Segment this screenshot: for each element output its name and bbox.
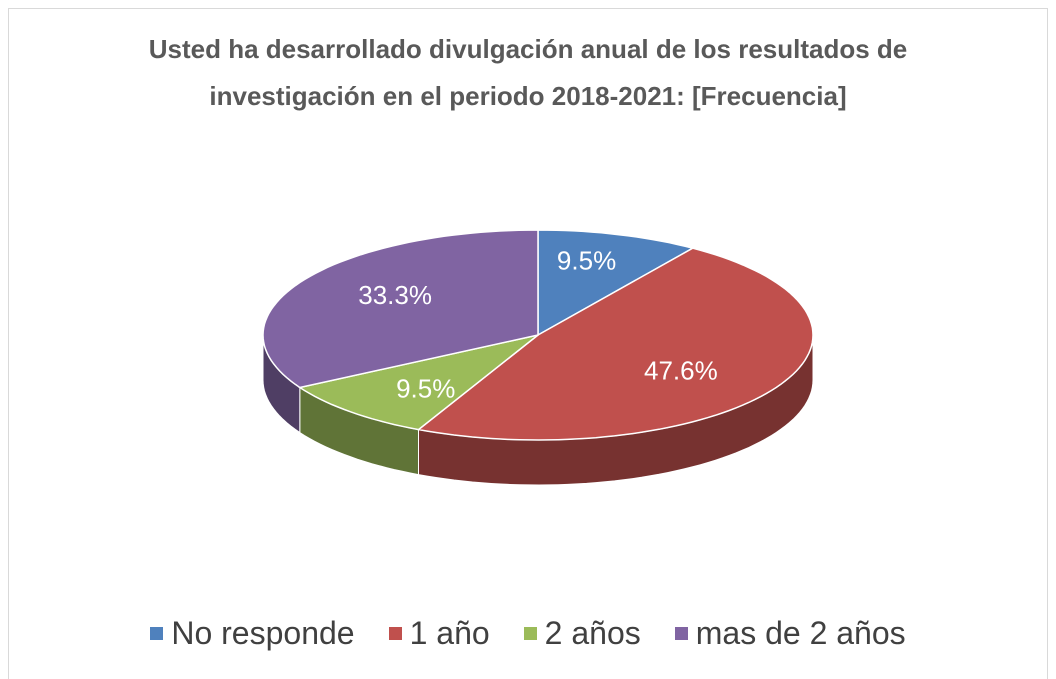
legend-swatch xyxy=(523,627,537,640)
data-label: 9.5% xyxy=(557,246,616,276)
legend-swatch xyxy=(674,627,688,640)
slice xyxy=(416,247,814,441)
legend-label: 2 años xyxy=(544,615,641,651)
chart-title: Usted ha desarrollado divulgación anual … xyxy=(148,34,908,111)
legend: No responde 1 año 2 años mas de 2 años xyxy=(0,615,1056,652)
legend-item: No responde xyxy=(150,615,355,652)
slice xyxy=(297,334,539,431)
data-label: 47.6% xyxy=(644,356,718,386)
legend-swatch xyxy=(150,627,164,640)
legend-label: No responde xyxy=(171,615,355,651)
legend-item: mas de 2 años xyxy=(674,615,906,652)
legend-item: 2 años xyxy=(523,615,641,652)
chart-border xyxy=(8,8,1048,679)
legend-label: mas de 2 años xyxy=(695,615,906,651)
slice xyxy=(262,229,539,389)
data-label: 33.3% xyxy=(358,280,432,310)
legend-label: 1 año xyxy=(409,615,490,651)
legend-item: 1 año xyxy=(388,615,490,652)
data-label: 9.5% xyxy=(396,373,455,403)
slice xyxy=(537,229,695,337)
legend-swatch xyxy=(388,627,402,640)
